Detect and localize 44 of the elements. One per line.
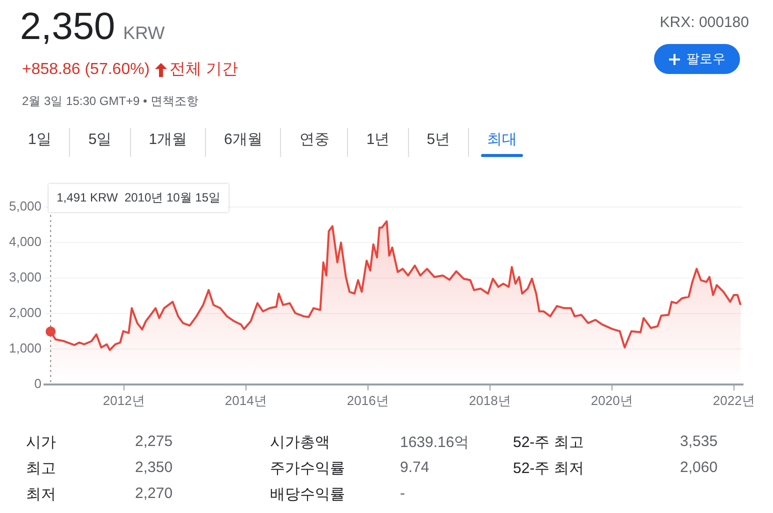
text: 2,275 [135,433,173,450]
text: 최대 [468,128,536,157]
x-tick-label: 2018년 [468,392,511,408]
x-tick-label: 2020년 [590,392,633,408]
text: 연중 [280,128,348,157]
text: - [400,485,405,502]
text: 2,060 [680,459,718,476]
annotation: 1,491 KRW 2010년 10월 15일 [56,190,221,204]
text: 6개월 [205,128,280,157]
text: KRX: 000180 [660,14,749,31]
chart-subtitle: +858.86 (57.60%) [22,60,150,78]
y-tick-label: 1,000 [8,340,42,356]
y-tick-label: 3,000 [8,270,42,285]
y-tick-label: 0 [34,376,42,391]
y-tick-label: 2,000 [8,305,42,320]
text: 2,350 [20,6,116,48]
text: 시가총액 [270,433,330,452]
text: 시가 [26,433,56,452]
text: 1639.16억 [400,433,470,452]
x-tick-label: 2014년 [224,392,267,408]
x-tick-label: 2016년 [346,392,389,408]
text: 3,535 [680,433,718,450]
text: 52-주 최저 [513,459,584,478]
text: 5년 [408,128,468,157]
text: 주가수익률 [270,459,345,478]
y-tick-label: 4,000 [8,234,42,250]
text: 2,350 [135,459,173,476]
text: 52-주 최고 [513,433,584,452]
text: 1일 [27,130,52,150]
text: 2,270 [135,485,173,502]
x-tick-label: 2012년 [102,392,145,408]
text: 전체 기간 [170,60,238,80]
text: KRW [123,23,165,43]
x-tick-label: 2022년 [712,392,755,408]
text: 2월 3일 15:30 GMT+9 • 면책조항 [22,93,199,110]
y-tick-label: 5,000 [8,198,42,214]
text: 5일 [69,128,130,157]
text: 배당수익률 [270,485,345,504]
text: 1개월 [130,128,206,157]
text: 9.74 [400,459,430,476]
text: 1년 [347,128,408,157]
text: 최저 [26,485,56,504]
text: 최고 [26,459,56,478]
text: 팔로우 [686,50,726,68]
